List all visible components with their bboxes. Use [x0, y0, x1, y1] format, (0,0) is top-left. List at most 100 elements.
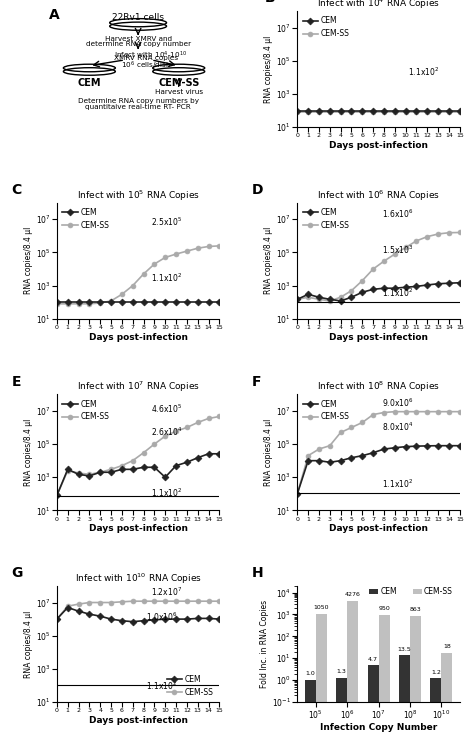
Text: 950: 950: [378, 606, 390, 611]
X-axis label: Days post-infection: Days post-infection: [89, 716, 188, 725]
CEM-SS: [338, 428, 344, 437]
CEM: [217, 615, 222, 624]
Legend: CEM, CEM-SS: CEM, CEM-SS: [61, 398, 111, 423]
CEM-SS: [424, 232, 430, 241]
Legend: CEM, CEM-SS: CEM, CEM-SS: [301, 206, 351, 231]
CEM: [108, 468, 114, 477]
CEM-SS: [349, 423, 355, 432]
CEM-SS: [294, 489, 300, 498]
Bar: [367, 665, 379, 739]
Title: Infect with 10$^4$ RNA Copies: Infect with 10$^4$ RNA Copies: [317, 0, 440, 11]
CEM: [65, 465, 71, 474]
CEM-SS: [65, 466, 71, 475]
CEM-SS: [359, 108, 365, 117]
CEM: [65, 298, 71, 307]
CEM: [305, 106, 311, 115]
CEM-SS: [305, 452, 311, 460]
CEM: [130, 617, 136, 626]
CEM: [392, 106, 398, 115]
CEM: [359, 287, 365, 296]
Text: quantitaive real-time RT- PCR: quantitaive real-time RT- PCR: [85, 104, 191, 110]
CEM: [457, 279, 463, 287]
CEM-SS: [76, 299, 82, 308]
Text: XMRV RNA copies: XMRV RNA copies: [114, 55, 178, 61]
CEM-SS: [206, 597, 211, 606]
CEM: [414, 442, 419, 451]
X-axis label: Days post-infection: Days post-infection: [89, 333, 188, 342]
Title: Infect with 10$^5$ RNA Copies: Infect with 10$^5$ RNA Copies: [77, 188, 200, 202]
Text: 10$^6$ cells/dish: 10$^6$ cells/dish: [121, 59, 171, 72]
CEM: [54, 491, 60, 500]
Line: CEM: CEM: [55, 452, 222, 498]
Text: D: D: [252, 183, 264, 197]
CEM-SS: [370, 108, 376, 117]
Line: CEM: CEM: [295, 443, 462, 497]
CEM: [457, 441, 463, 450]
CEM-SS: [435, 108, 441, 117]
CEM: [162, 298, 168, 307]
CEM-SS: [195, 244, 201, 253]
Bar: [305, 680, 316, 739]
Text: 1.0: 1.0: [305, 671, 315, 676]
CEM: [130, 465, 136, 474]
CEM: [392, 284, 398, 293]
Y-axis label: RNA copies/8.4 µl: RNA copies/8.4 µl: [264, 227, 273, 294]
CEM: [446, 106, 452, 115]
CEM-SS: [327, 441, 333, 450]
Line: CEM: CEM: [55, 300, 222, 304]
Text: 8.0x10$^4$: 8.0x10$^4$: [382, 421, 413, 434]
Text: 1.1x10$^2$: 1.1x10$^2$: [408, 66, 439, 78]
CEM-SS: [446, 228, 452, 237]
CEM-SS: [435, 230, 441, 239]
CEM-SS: [403, 108, 409, 117]
CEM: [206, 614, 211, 623]
CEM: [217, 449, 222, 458]
CEM: [457, 106, 463, 115]
CEM-SS: [446, 407, 452, 416]
CEM-SS: [327, 108, 333, 117]
Y-axis label: RNA copies/8.4 µl: RNA copies/8.4 µl: [24, 227, 33, 294]
Line: CEM: CEM: [55, 605, 222, 624]
CEM-SS: [97, 299, 103, 307]
CEM: [370, 285, 376, 294]
CEM: [316, 293, 322, 302]
Text: CEM-SS: CEM-SS: [158, 78, 200, 88]
Bar: [316, 614, 327, 739]
CEM: [381, 284, 387, 293]
CEM-SS: [414, 236, 419, 245]
CEM: [305, 290, 311, 299]
X-axis label: Days post-infection: Days post-infection: [329, 525, 428, 534]
CEM: [446, 279, 452, 287]
CEM-SS: [152, 440, 157, 449]
CEM-SS: [392, 250, 398, 259]
CEM-SS: [403, 407, 409, 416]
Text: A: A: [49, 7, 60, 21]
CEM: [54, 615, 60, 624]
CEM-SS: [370, 410, 376, 419]
CEM: [173, 615, 179, 624]
Text: 22Rv1 cells: 22Rv1 cells: [112, 13, 164, 22]
CEM: [294, 295, 300, 304]
CEM: [349, 293, 355, 302]
CEM-SS: [403, 243, 409, 252]
CEM-SS: [206, 414, 211, 423]
Text: Determine RNA copy numbers by: Determine RNA copy numbers by: [78, 98, 199, 104]
CEM-SS: [152, 259, 157, 268]
CEM-SS: [316, 445, 322, 454]
Bar: [379, 615, 390, 739]
CEM: [316, 456, 322, 465]
CEM-SS: [359, 418, 365, 427]
CEM-SS: [294, 295, 300, 304]
CEM: [206, 298, 211, 307]
Text: 13.5: 13.5: [398, 647, 411, 652]
CEM: [195, 453, 201, 462]
Y-axis label: RNA copies/8.4 µl: RNA copies/8.4 µl: [24, 610, 33, 678]
CEM: [414, 106, 419, 115]
CEM: [87, 610, 92, 619]
CEM-SS: [370, 265, 376, 273]
CEM-SS: [338, 293, 344, 302]
Line: CEM-SS: CEM-SS: [295, 230, 462, 303]
CEM: [359, 106, 365, 115]
Line: CEM-SS: CEM-SS: [295, 409, 462, 497]
CEM-SS: [424, 407, 430, 416]
